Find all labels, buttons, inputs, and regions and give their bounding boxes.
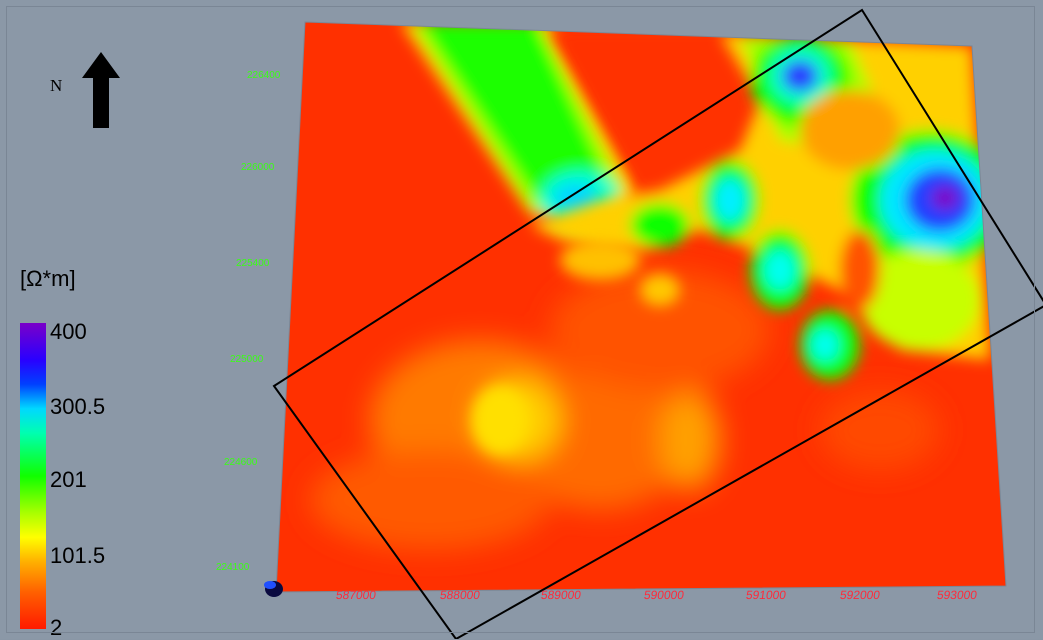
easting-label: 589000	[540, 588, 583, 602]
north-label: N	[50, 76, 63, 95]
easting-label: 588000	[439, 588, 482, 602]
legend-tick-min: 2	[50, 615, 63, 640]
easting-label: 591000	[745, 588, 788, 602]
north-arrow-icon	[82, 52, 120, 128]
legend-tick: 300.5	[50, 394, 106, 419]
study-area-outline	[272, 8, 1043, 639]
northing-label: 226400	[247, 70, 281, 81]
easting-label: 593000	[936, 588, 979, 602]
orientation-widget-icon[interactable]	[260, 578, 284, 598]
northing-label: 226000	[241, 162, 275, 173]
legend-tick: 201	[50, 467, 87, 492]
resistivity-surface	[276, 22, 1006, 592]
legend-unit: [Ω*m]	[20, 266, 76, 291]
northing-label: 225000	[230, 354, 264, 365]
northing-label: 225400	[236, 258, 270, 269]
legend-tick: 101.5	[50, 543, 106, 568]
legend-tick-max: 400	[50, 319, 87, 344]
color-scale-bar	[20, 323, 46, 629]
easting-label: 592000	[839, 588, 882, 602]
easting-label: 590000	[643, 588, 686, 602]
easting-label: 587000	[335, 588, 378, 602]
northing-label: 224600	[224, 457, 258, 468]
northing-label: 224100	[216, 562, 250, 573]
